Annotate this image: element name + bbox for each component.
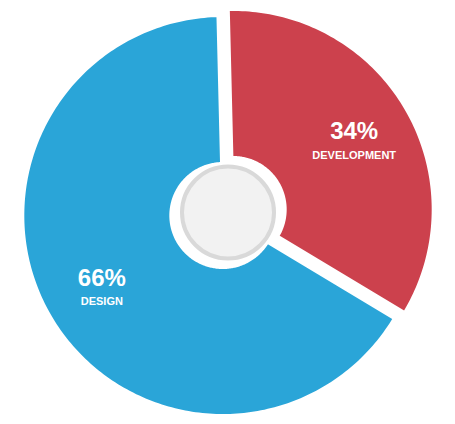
- svg-text:DEVELOPMENT: DEVELOPMENT: [312, 149, 396, 161]
- svg-text:66%: 66%: [78, 264, 126, 291]
- svg-text:DESIGN: DESIGN: [81, 295, 123, 307]
- svg-text:34%: 34%: [330, 117, 378, 144]
